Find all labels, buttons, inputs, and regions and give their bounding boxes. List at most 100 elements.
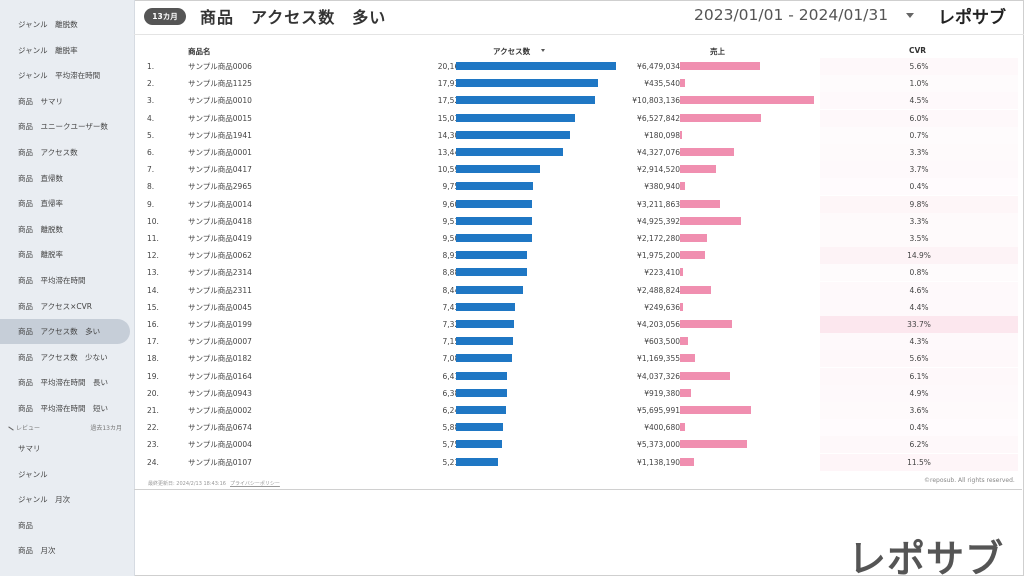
access-count: 20,160 bbox=[437, 62, 464, 71]
sidebar-item[interactable]: 商品 離脱数 bbox=[18, 224, 63, 234]
sidebar-item[interactable]: 商品 bbox=[18, 520, 33, 530]
sidebar-item[interactable]: 商品 ユニークユーザー数 bbox=[18, 122, 108, 132]
sales-amount: ¥4,203,056 bbox=[637, 320, 680, 329]
chevron-down-icon[interactable] bbox=[906, 13, 914, 18]
table-row[interactable]: 17. サンプル商品0007 7,151 ¥603,500 4.3% bbox=[134, 333, 1024, 351]
table-row[interactable]: 13. サンプル商品2314 8,887 ¥223,410 0.8% bbox=[134, 264, 1024, 281]
access-bar bbox=[456, 165, 540, 174]
table-row[interactable]: 8. サンプル商品2965 9,757 ¥380,940 0.4% bbox=[134, 178, 1024, 195]
sales-amount: ¥2,172,280 bbox=[637, 234, 680, 243]
access-count: 8,932 bbox=[442, 251, 464, 261]
sort-desc-icon[interactable] bbox=[541, 49, 545, 52]
cvr-heat-cell bbox=[820, 92, 1018, 110]
table-row[interactable]: 14. サンプル商品2311 8,444 ¥2,488,824 4.6% bbox=[134, 281, 1024, 299]
access-bar bbox=[456, 251, 527, 260]
sidebar-item[interactable]: サマリ bbox=[18, 444, 41, 453]
product-name: サンプル商品1125 bbox=[188, 79, 252, 89]
access-bar bbox=[456, 457, 498, 466]
row-rank: 6. bbox=[147, 148, 155, 157]
access-bar bbox=[456, 337, 513, 346]
table-row[interactable]: 4. サンプル商品0015 15,038 ¥6,527,842 6.0% bbox=[134, 109, 1024, 127]
table-row[interactable]: 2. サンプル商品1125 17,931 ¥435,540 1.0% bbox=[134, 75, 1024, 92]
row-rank: 24. bbox=[147, 457, 159, 467]
cvr-value: 11.5% bbox=[907, 457, 931, 467]
column-header-access[interactable]: アクセス数 bbox=[493, 47, 531, 56]
access-count: 9,508 bbox=[442, 234, 464, 243]
table-row[interactable]: 23. サンプル商品0004 5,750 ¥5,373,000 6.2% bbox=[134, 436, 1024, 454]
cvr-value: 4.5% bbox=[909, 96, 929, 106]
chevron-icon bbox=[8, 426, 14, 431]
sidebar-item[interactable]: 商品 平均滞在時間 bbox=[18, 276, 86, 285]
sales-amount: ¥2,488,824 bbox=[637, 285, 680, 295]
table-row[interactable]: 16. サンプル商品0199 7,324 ¥4,203,056 33.7% bbox=[134, 316, 1024, 333]
privacy-policy-link[interactable]: プライバシーポリシー bbox=[230, 481, 280, 487]
table-row[interactable]: 3. サンプル商品0010 17,527 ¥10,803,136 4.5% bbox=[134, 92, 1024, 110]
watermark-logo: レポサブ bbox=[848, 537, 1005, 581]
sidebar-item[interactable]: 商品 サマリ bbox=[18, 96, 63, 106]
sidebar-item[interactable]: 商品 平均滞在時間 短い bbox=[18, 404, 108, 413]
product-name: サンプル商品0107 bbox=[188, 457, 252, 467]
access-bar bbox=[456, 130, 570, 139]
table-row[interactable]: 18. サンプル商品0182 7,081 ¥1,169,355 5.6% bbox=[134, 350, 1024, 368]
table-row[interactable]: 24. サンプル商品0107 5,234 ¥1,138,190 11.5% bbox=[134, 453, 1024, 471]
sidebar-item[interactable]: 商品 月次 bbox=[18, 546, 56, 556]
sidebar-item[interactable]: 商品 直帰率 bbox=[18, 199, 63, 209]
table-row[interactable]: 11. サンプル商品0419 9,508 ¥2,172,280 3.5% bbox=[134, 230, 1024, 247]
product-name: サンプル商品0419 bbox=[188, 234, 252, 243]
table-row[interactable]: 15. サンプル商品0045 7,438 ¥249,636 4.4% bbox=[134, 298, 1024, 316]
sales-amount: ¥6,479,034 bbox=[637, 62, 680, 71]
access-bar bbox=[456, 216, 532, 225]
sales-amount: ¥223,410 bbox=[644, 268, 680, 278]
cvr-value: 6.2% bbox=[909, 440, 929, 450]
product-name: サンプル商品0943 bbox=[188, 388, 252, 398]
sales-amount: ¥4,925,392 bbox=[637, 216, 680, 226]
product-name: サンプル商品0045 bbox=[188, 302, 252, 312]
report-header: 13カ月 商品 アクセス数 多い 2023/01/01 - 2024/01/31… bbox=[134, 0, 1024, 35]
table-row[interactable]: 20. サンプル商品0943 6,382 ¥919,380 4.9% bbox=[134, 384, 1024, 402]
sidebar-item[interactable]: 商品 アクセス数 少ない bbox=[18, 352, 108, 362]
sidebar-item[interactable]: 商品 平均滞在時間 長い bbox=[18, 378, 108, 388]
date-range-picker[interactable]: 2023/01/01 - 2024/01/31 bbox=[694, 6, 889, 24]
table-row[interactable]: 5. サンプル商品1941 14,300 ¥180,098 0.7% bbox=[134, 127, 1024, 144]
table-row[interactable]: 12. サンプル商品0062 8,932 ¥1,975,200 14.9% bbox=[134, 247, 1024, 265]
table-row[interactable]: 9. サンプル商品0014 9,609 ¥3,211,863 9.8% bbox=[134, 195, 1024, 213]
table-row[interactable]: 6. サンプル商品0001 13,446 ¥4,327,076 3.3% bbox=[134, 144, 1024, 161]
table-row[interactable]: 10. サンプル商品0418 9,510 ¥4,925,392 3.3% bbox=[134, 212, 1024, 230]
sales-bar bbox=[680, 371, 731, 380]
cvr-value: 9.8% bbox=[909, 199, 929, 209]
sidebar-item[interactable]: 商品 直帰数 bbox=[18, 173, 63, 183]
cvr-value: 3.7% bbox=[909, 165, 929, 175]
cvr-heat-cell bbox=[820, 367, 1018, 385]
table-row[interactable]: 1. サンプル商品0006 20,160 ¥6,479,034 5.6% bbox=[134, 58, 1024, 75]
sidebar-item[interactable]: ジャンル 月次 bbox=[18, 495, 71, 505]
access-bar bbox=[456, 302, 515, 311]
sidebar-item[interactable]: 商品 アクセス数 多い bbox=[0, 319, 130, 345]
sidebar-item[interactable]: ジャンル 離脱数 bbox=[18, 20, 78, 29]
product-name: サンプル商品0674 bbox=[188, 423, 252, 433]
table-row[interactable]: 21. サンプル商品0002 6,240 ¥5,695,991 3.6% bbox=[134, 402, 1024, 419]
sales-amount: ¥6,527,842 bbox=[637, 113, 680, 123]
sidebar-item[interactable]: 商品 アクセス数 bbox=[18, 148, 78, 157]
cvr-value: 4.9% bbox=[909, 388, 929, 398]
cvr-heat-cell bbox=[820, 58, 1018, 75]
row-rank: 2. bbox=[147, 79, 155, 89]
sidebar-item[interactable]: 商品 離脱率 bbox=[18, 250, 63, 260]
cvr-heat-cell bbox=[820, 109, 1018, 127]
sidebar-item[interactable]: ジャンル 平均滞在時間 bbox=[18, 71, 101, 81]
cvr-heat-cell bbox=[820, 384, 1018, 402]
row-rank: 15. bbox=[147, 302, 159, 312]
access-bar bbox=[456, 285, 523, 294]
cvr-value: 3.6% bbox=[909, 406, 929, 415]
sidebar-item[interactable]: ジャンル bbox=[18, 469, 48, 479]
product-name: サンプル商品0062 bbox=[188, 251, 252, 261]
sidebar-item[interactable]: ジャンル 離脱率 bbox=[18, 45, 78, 55]
access-count: 7,324 bbox=[442, 320, 464, 329]
table-row[interactable]: 19. サンプル商品0164 6,414 ¥4,037,326 6.1% bbox=[134, 367, 1024, 385]
table-row[interactable]: 7. サンプル商品0417 10,590 ¥2,914,520 3.7% bbox=[134, 161, 1024, 179]
product-name: サンプル商品1941 bbox=[188, 130, 252, 140]
sales-amount: ¥180,098 bbox=[644, 130, 680, 140]
cvr-heat-cell bbox=[820, 161, 1018, 179]
sidebar-item[interactable]: 商品 アクセス×CVR bbox=[18, 301, 92, 311]
table-row[interactable]: 22. サンプル商品0674 5,886 ¥400,680 0.4% bbox=[134, 419, 1024, 436]
access-count: 8,887 bbox=[442, 268, 464, 278]
